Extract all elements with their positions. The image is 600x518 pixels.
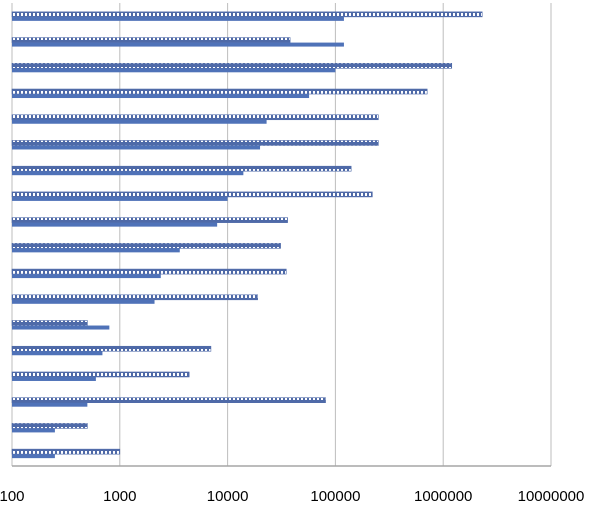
bar-solid [12, 376, 96, 381]
bar-patterned [11, 268, 287, 275]
bar-solid [12, 119, 267, 124]
bar-solid [12, 171, 244, 176]
bar-patterned [11, 140, 379, 146]
bar-solid [12, 351, 103, 356]
bar-patterned [11, 243, 281, 249]
bar-patterned [11, 191, 373, 198]
bar-patterned [11, 345, 212, 352]
bar-solid [12, 94, 310, 99]
gridlines [11, 3, 552, 466]
bars [11, 11, 483, 459]
x-tick-label: 1000000 [414, 488, 472, 505]
bar-solid [12, 68, 336, 73]
bar-patterned [11, 397, 326, 403]
x-axis: 100 1000 10000 100000 1000000 10000000 [0, 465, 585, 505]
bar-patterned [11, 320, 88, 326]
bar-patterned [11, 37, 291, 43]
bar-solid [12, 402, 88, 407]
x-tick-label: 1000 [103, 488, 136, 505]
bar-patterned [11, 63, 453, 69]
bar-patterned [11, 371, 190, 378]
x-tick-label: 10000 [207, 488, 249, 505]
bar-patterned [11, 423, 88, 429]
bar-solid [12, 299, 155, 304]
x-tick-label: 10000000 [518, 488, 585, 505]
bar-patterned [11, 294, 258, 301]
x-tick-label: 100000 [310, 488, 360, 505]
x-tick-label: 100 [0, 488, 25, 505]
bar-solid [12, 274, 161, 279]
bar-solid [12, 16, 344, 21]
bar-solid [12, 196, 228, 201]
bar-patterned [11, 217, 288, 223]
bar-solid [12, 42, 344, 47]
bar-patterned [11, 88, 428, 95]
bar-solid [12, 454, 55, 459]
bar-patterned [11, 448, 121, 455]
bar-solid [12, 325, 110, 330]
bar-patterned [11, 114, 379, 121]
bar-patterned [11, 11, 483, 18]
bar-patterned [11, 165, 352, 172]
bar-solid [12, 428, 55, 433]
bar-solid [12, 222, 218, 227]
bar-solid [12, 145, 261, 150]
bar-solid [12, 248, 180, 253]
